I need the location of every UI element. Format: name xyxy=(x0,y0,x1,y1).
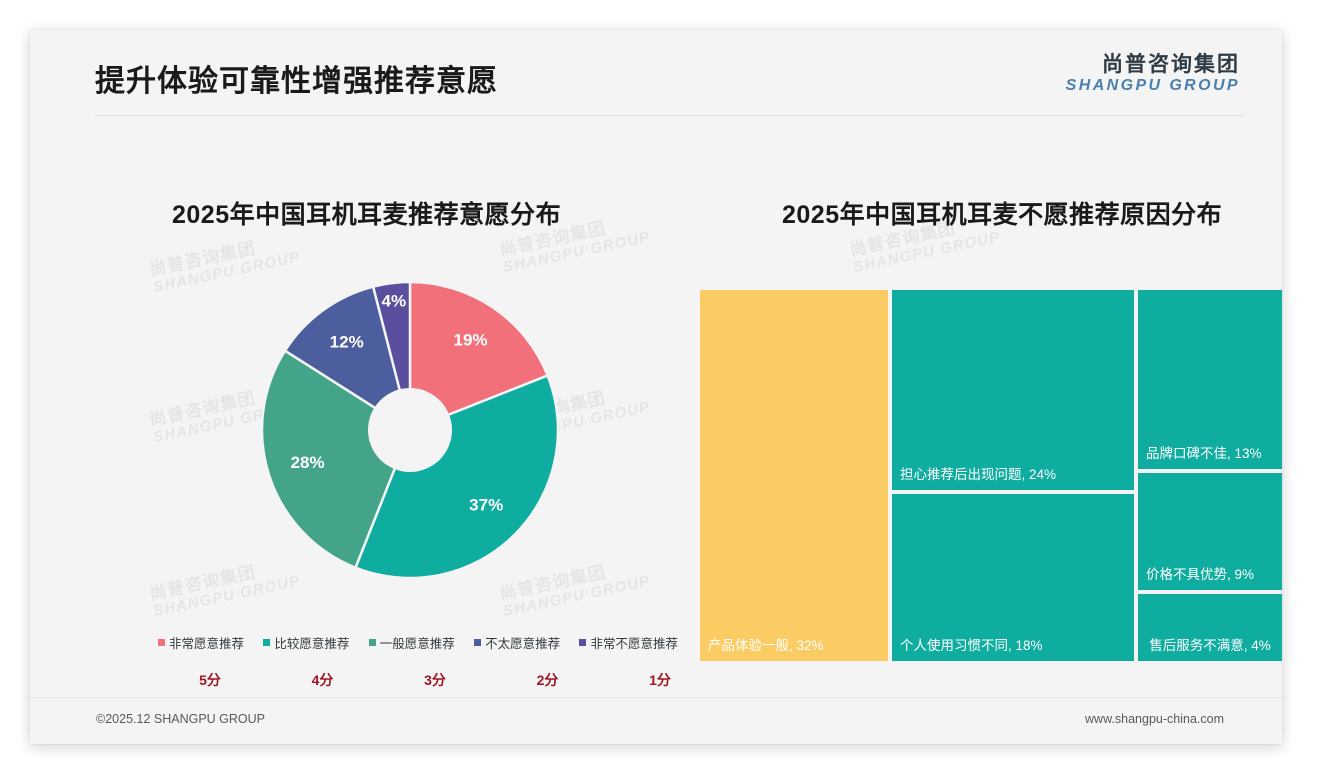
watermark-en-text: SHANGPU GROUP xyxy=(501,228,652,276)
page-title: 提升体验可靠性增强推荐意愿 xyxy=(95,65,498,98)
treemap-cell-label: 产品体验一般, 32% xyxy=(708,638,824,654)
treemap-cell[interactable]: 价格不具优势, 9% xyxy=(1136,471,1282,592)
brand-logo: 尚普咨询集团 SHANGPU GROUP xyxy=(1065,53,1240,95)
score-scale-row: 5分 4分 3分 2分 1分 xyxy=(180,670,690,690)
donut-slice-label: 37% xyxy=(469,496,503,515)
legend-item[interactable]: 一般愿意推荐 xyxy=(368,633,455,652)
legend-item-label: 非常不愿意推荐 xyxy=(590,637,678,651)
treemap-cell-label: 担心推荐后出现问题, 24% xyxy=(900,467,1057,483)
donut-slice-label: 28% xyxy=(291,453,325,472)
slide-header: 提升体验可靠性增强推荐意愿 尚普咨询集团 SHANGPU GROUP xyxy=(30,30,1282,120)
legend-swatch-icon xyxy=(579,639,587,646)
score-label: 4分 xyxy=(311,672,334,688)
donut-slice-label: 19% xyxy=(453,330,487,349)
score-label: 3分 xyxy=(424,672,446,688)
legend-item[interactable]: 不太愿意推荐 xyxy=(474,633,560,652)
right-chart-title: 2025年中国耳机耳麦不愿推荐原因分布 xyxy=(782,201,1223,229)
score-label: 5分 xyxy=(199,672,221,688)
legend-item-label: 比较愿意推荐 xyxy=(274,637,350,651)
legend-swatch-icon xyxy=(368,639,376,646)
treemap-cell-label: 售后服务不满意, 4% xyxy=(1149,638,1271,654)
watermark-en-text: SHANGPU GROUP xyxy=(851,228,1002,276)
legend-swatch-icon xyxy=(474,639,482,646)
brand-logo-en: SHANGPU GROUP xyxy=(1065,77,1240,95)
left-chart-title: 2025年中国耳机耳麦推荐意愿分布 xyxy=(172,201,562,229)
donut-slice[interactable] xyxy=(408,280,550,432)
recommendation-donut-chart: 19% 37% 28% 12% 4% xyxy=(260,280,560,580)
treemap-cell-label: 价格不具优势, 9% xyxy=(1146,567,1255,583)
legend-swatch-icon xyxy=(158,639,165,646)
legend-item-label: 非常愿意推荐 xyxy=(169,637,245,651)
legend-item-label: 不太愿意推荐 xyxy=(485,637,561,651)
reasons-treemap-chart: 产品体验一般, 32% 担心推荐后出现问题, 24% 个人使用习惯不同, 18% 品牌… xyxy=(698,288,1282,663)
treemap-cell[interactable]: 担心推荐后出现问题, 24% xyxy=(890,288,1136,492)
treemap-cell[interactable]: 产品体验一般, 32% xyxy=(698,288,890,663)
legend-item[interactable]: 非常不愿意推荐 xyxy=(579,633,678,652)
treemap-cell[interactable]: 售后服务不满意, 4% xyxy=(1136,592,1282,663)
watermark-en-text: SHANGPU GROUP xyxy=(151,572,302,620)
copyright-text: ©2025.12 SHANGPU GROUP xyxy=(96,712,265,726)
legend-item-label: 一般愿意推荐 xyxy=(379,637,455,651)
watermark-cn-text: 尚普咨询集团 xyxy=(147,238,258,280)
header-divider xyxy=(95,115,1245,116)
treemap-cell-label: 个人使用习惯不同, 18% xyxy=(900,638,1043,654)
donut-legend: 非常愿意推荐 比较愿意推荐 一般愿意推荐 不太愿意推荐 非常不愿意推荐 xyxy=(158,633,678,652)
treemap-cell[interactable]: 个人使用习惯不同, 18% xyxy=(890,492,1136,663)
legend-item[interactable]: 比较愿意推荐 xyxy=(263,633,349,652)
donut-slice[interactable] xyxy=(353,373,560,580)
donut-hole xyxy=(368,388,452,472)
treemap-cell-label: 品牌口碑不佳, 13% xyxy=(1146,446,1262,462)
treemap-cell[interactable]: 品牌口碑不佳, 13% xyxy=(1136,288,1282,471)
score-label: 2分 xyxy=(536,672,559,688)
legend-swatch-icon xyxy=(263,639,271,646)
website-link[interactable]: www.shangpu-china.com xyxy=(1085,712,1224,726)
donut-slice[interactable] xyxy=(260,348,412,570)
score-label: 1分 xyxy=(649,672,671,688)
brand-logo-cn: 尚普咨询集团 xyxy=(1102,53,1240,76)
donut-slice-label: 4% xyxy=(382,292,407,311)
donut-svg: 19% 37% 28% 12% 4% xyxy=(260,280,560,580)
legend-item[interactable]: 非常愿意推荐 xyxy=(158,633,244,652)
slide-card: 尚普咨询集团 SHANGPU GROUP 尚普咨询集团 SHANGPU GROU… xyxy=(30,30,1282,744)
slide-footer: ©2025.12 SHANGPU GROUP www.shangpu-china… xyxy=(30,697,1282,744)
watermark-en-text: SHANGPU GROUP xyxy=(501,572,652,620)
donut-slice-label: 12% xyxy=(330,332,364,351)
